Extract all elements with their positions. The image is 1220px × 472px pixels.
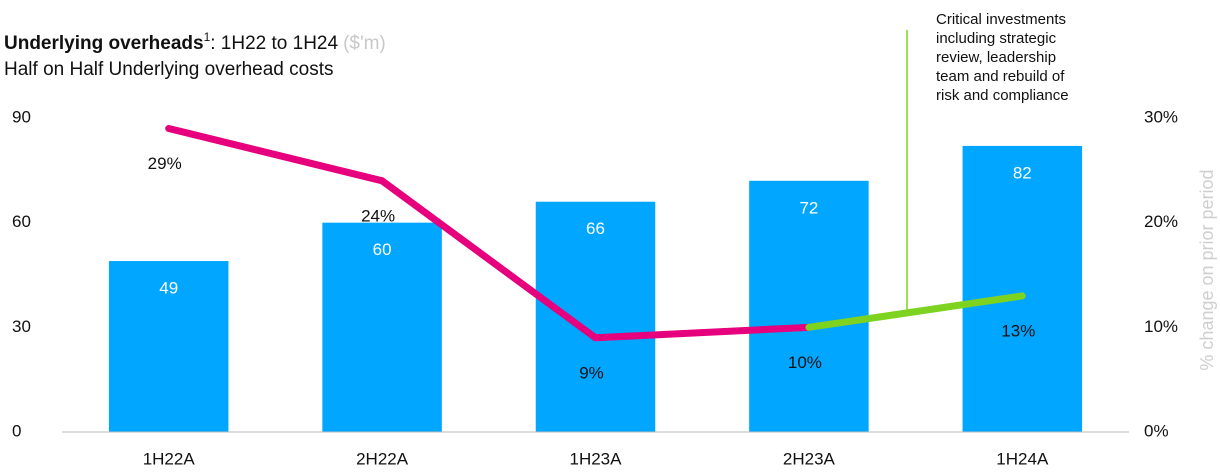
x-tick-label: 1H23A [570, 449, 623, 468]
bar-value-label: 72 [799, 198, 818, 217]
line-value-label: 24% [361, 206, 395, 225]
line-value-label: 9% [579, 363, 604, 382]
title-footnote: 1 [204, 30, 211, 44]
bar-value-label: 82 [1013, 163, 1032, 182]
x-tick-label: 2H22A [356, 449, 409, 468]
annotation-text: Critical investments [936, 11, 1066, 28]
x-tick-label: 2H23A [783, 449, 836, 468]
annotation-text: review, leadership [936, 49, 1056, 66]
line-segment [378, 177, 599, 342]
y2-tick-label: 10% [1144, 317, 1178, 336]
line-segment [165, 124, 386, 185]
x-tick-label: 1H24A [996, 449, 1049, 468]
title-rest: : 1H22 to 1H24 [210, 33, 338, 54]
line-segment [805, 292, 1026, 331]
line-value-label: 13% [1001, 321, 1035, 340]
bar [962, 145, 1083, 432]
y-tick-label: 90 [12, 107, 31, 126]
y2-axis-title: % change on prior period [1197, 169, 1217, 370]
title-unit: ($'m) [343, 33, 386, 54]
annotation-text: including strategic [936, 30, 1057, 47]
line-value-label: 10% [788, 353, 822, 372]
y2-tick-label: 20% [1144, 212, 1178, 231]
line-value-label: 29% [148, 154, 182, 173]
chart-title: Underlying overheads1: 1H22 to 1H24 ($'m) [4, 30, 386, 54]
annotation-text: team and rebuild of [936, 68, 1065, 85]
bar [535, 201, 656, 432]
y-tick-label: 60 [12, 212, 31, 231]
y-tick-label: 30 [12, 317, 31, 336]
annotation-text: risk and compliance [936, 87, 1069, 104]
bar [108, 261, 229, 432]
y2-tick-label: 0% [1144, 421, 1169, 440]
chart-subtitle: Half on Half Underlying overhead costs [4, 59, 334, 80]
title-main: Underlying overheads [4, 33, 204, 54]
y2-tick-label: 30% [1144, 107, 1178, 126]
y-tick-label: 0 [12, 421, 21, 440]
bar [749, 180, 869, 432]
bar [322, 222, 442, 432]
bar-value-label: 60 [373, 240, 392, 259]
bar-value-label: 49 [159, 279, 178, 298]
line-segment [592, 323, 813, 342]
bar-value-label: 66 [586, 219, 605, 238]
x-tick-label: 1H22A [143, 449, 196, 468]
